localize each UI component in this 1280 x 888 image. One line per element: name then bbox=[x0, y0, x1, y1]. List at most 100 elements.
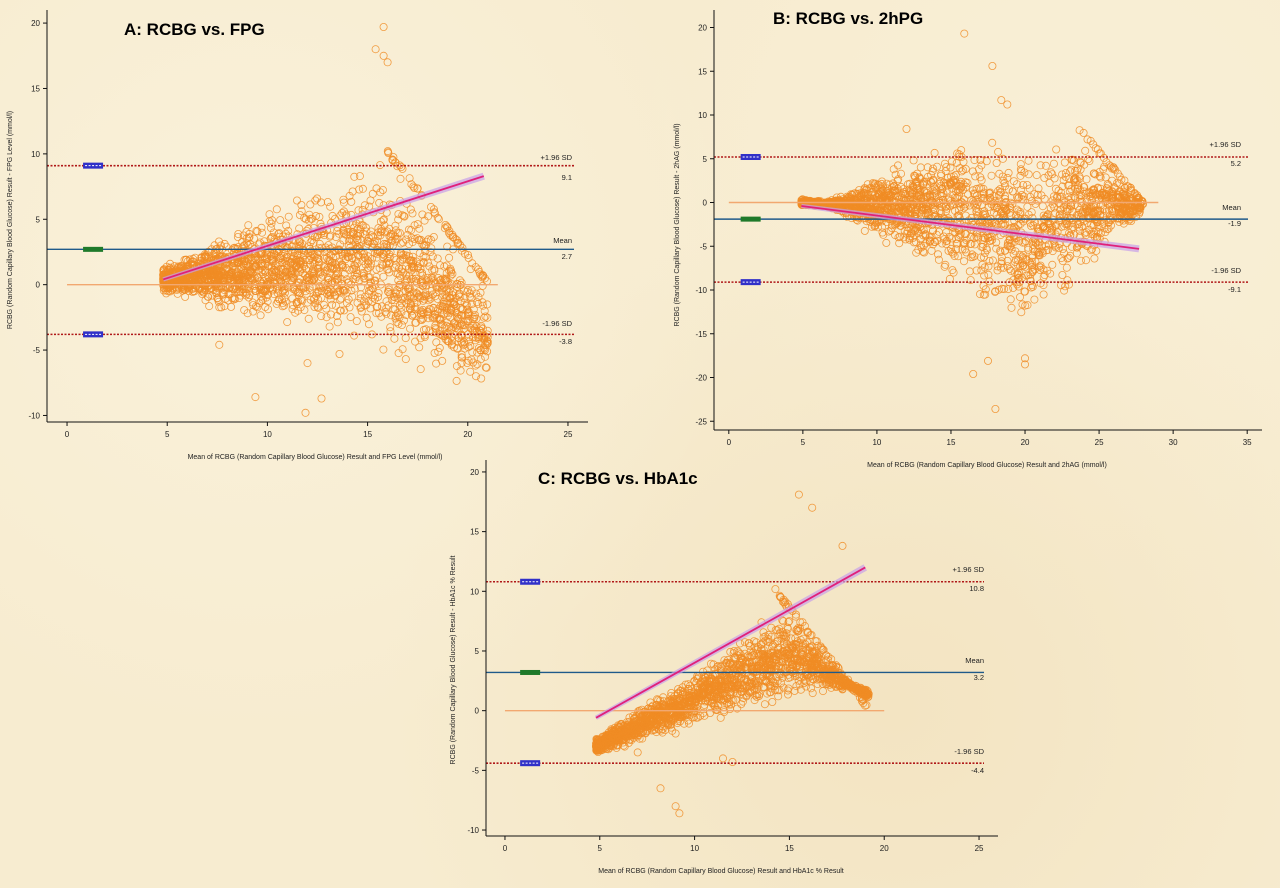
scatter-point bbox=[1115, 172, 1124, 181]
scatter-point bbox=[1036, 161, 1045, 170]
scatter-point bbox=[1096, 184, 1105, 193]
scatter-point bbox=[984, 262, 993, 271]
scatter-point bbox=[1020, 354, 1029, 363]
scatter-point bbox=[1014, 193, 1023, 202]
mean-label: Mean bbox=[553, 236, 572, 245]
scatter-point bbox=[946, 244, 955, 253]
scatter-point bbox=[912, 177, 921, 186]
y-tick-label: -5 bbox=[33, 346, 41, 355]
scatter-point bbox=[945, 178, 954, 187]
scatter-point bbox=[1081, 146, 1090, 155]
scatter-point bbox=[262, 293, 271, 302]
scatter-point bbox=[300, 256, 309, 265]
scatter-point bbox=[226, 275, 235, 284]
scatter-point bbox=[844, 197, 853, 206]
y-axis-label: RCBG (Random Capillary Blood Glucose) Re… bbox=[674, 123, 681, 326]
scatter-point bbox=[228, 262, 237, 271]
scatter-point bbox=[986, 188, 995, 197]
scatter-point bbox=[415, 343, 424, 352]
lower-limit-label: -1.96 SD bbox=[542, 319, 572, 328]
scatter-point bbox=[268, 256, 277, 265]
scatter-point bbox=[917, 243, 926, 252]
x-tick-label: 25 bbox=[1095, 438, 1104, 447]
scatter-point bbox=[1009, 275, 1018, 284]
scatter-point bbox=[1019, 180, 1028, 189]
scatter-point bbox=[311, 211, 320, 220]
regression-line bbox=[801, 205, 1140, 250]
scatter-point bbox=[999, 176, 1008, 185]
scatter-point bbox=[214, 297, 223, 306]
scatter-point bbox=[339, 226, 348, 235]
scatter-point bbox=[227, 272, 236, 281]
scatter-point bbox=[1082, 231, 1091, 240]
scatter-point bbox=[251, 393, 260, 402]
scatter-point bbox=[1102, 207, 1111, 216]
scatter-point bbox=[277, 282, 286, 291]
scatter-point bbox=[965, 267, 974, 276]
scatter-point bbox=[968, 186, 977, 195]
scatter-point bbox=[279, 272, 288, 281]
scatter-point bbox=[408, 209, 417, 218]
scatter-point bbox=[994, 186, 1003, 195]
scatter-point bbox=[192, 282, 201, 291]
scatter-point bbox=[291, 308, 300, 317]
scatter-point bbox=[1024, 170, 1033, 179]
scatter-point bbox=[1015, 250, 1024, 259]
scatter-point bbox=[244, 260, 253, 269]
scatter-point bbox=[338, 286, 347, 295]
scatter-point bbox=[977, 266, 986, 275]
scatter-point bbox=[286, 276, 295, 285]
scatter-point bbox=[1070, 200, 1079, 209]
scatter-point bbox=[419, 296, 428, 305]
scatter-point bbox=[424, 291, 433, 300]
scatter-point bbox=[356, 225, 365, 234]
scatter-point bbox=[1044, 171, 1053, 180]
scatter-point bbox=[1008, 187, 1017, 196]
scatter-point bbox=[314, 260, 323, 269]
scatter-point bbox=[314, 287, 323, 296]
scatter-point bbox=[1075, 126, 1084, 135]
scatter-point bbox=[448, 298, 457, 307]
scatter-point bbox=[1062, 263, 1071, 272]
scatter-point bbox=[418, 210, 427, 219]
scatter-point bbox=[988, 138, 997, 147]
scatter-point bbox=[870, 222, 879, 231]
scatter-point bbox=[252, 226, 261, 235]
x-tick-label: 15 bbox=[947, 438, 956, 447]
scatter-point bbox=[891, 170, 900, 179]
scatter-point bbox=[453, 321, 462, 330]
scatter-point bbox=[395, 313, 404, 322]
scatter-point bbox=[899, 184, 908, 193]
scatter-point bbox=[328, 300, 337, 309]
scatter-point bbox=[356, 304, 365, 313]
scatter-point bbox=[456, 296, 465, 305]
scatter-point bbox=[335, 286, 344, 295]
scatter-point bbox=[368, 254, 377, 263]
scatter-point bbox=[1101, 228, 1110, 237]
scatter-point bbox=[960, 29, 969, 38]
scatter-point bbox=[375, 198, 384, 207]
scatter-point bbox=[431, 309, 440, 318]
scatter-point bbox=[471, 372, 480, 381]
scatter-point bbox=[413, 234, 422, 243]
scatter-point bbox=[420, 331, 429, 340]
scatter-point bbox=[336, 306, 345, 315]
lower-limit-label: -1.96 SD bbox=[1211, 266, 1241, 275]
scatter-point bbox=[915, 188, 924, 197]
scatter-point bbox=[459, 338, 468, 347]
scatter-point bbox=[381, 308, 390, 317]
scatter-point bbox=[377, 302, 386, 311]
scatter-point bbox=[1051, 184, 1060, 193]
scatter-point bbox=[376, 231, 385, 240]
scatter-point bbox=[374, 288, 383, 297]
scatter-point bbox=[998, 154, 1007, 163]
scatter-point bbox=[1076, 157, 1085, 166]
scatter-point bbox=[238, 243, 247, 252]
scatter-point bbox=[315, 244, 324, 253]
scatter-point bbox=[374, 292, 383, 301]
scatter-point bbox=[282, 221, 291, 230]
scatter-point bbox=[250, 234, 259, 243]
scatter-point bbox=[951, 228, 960, 237]
scatter-point bbox=[975, 184, 984, 193]
